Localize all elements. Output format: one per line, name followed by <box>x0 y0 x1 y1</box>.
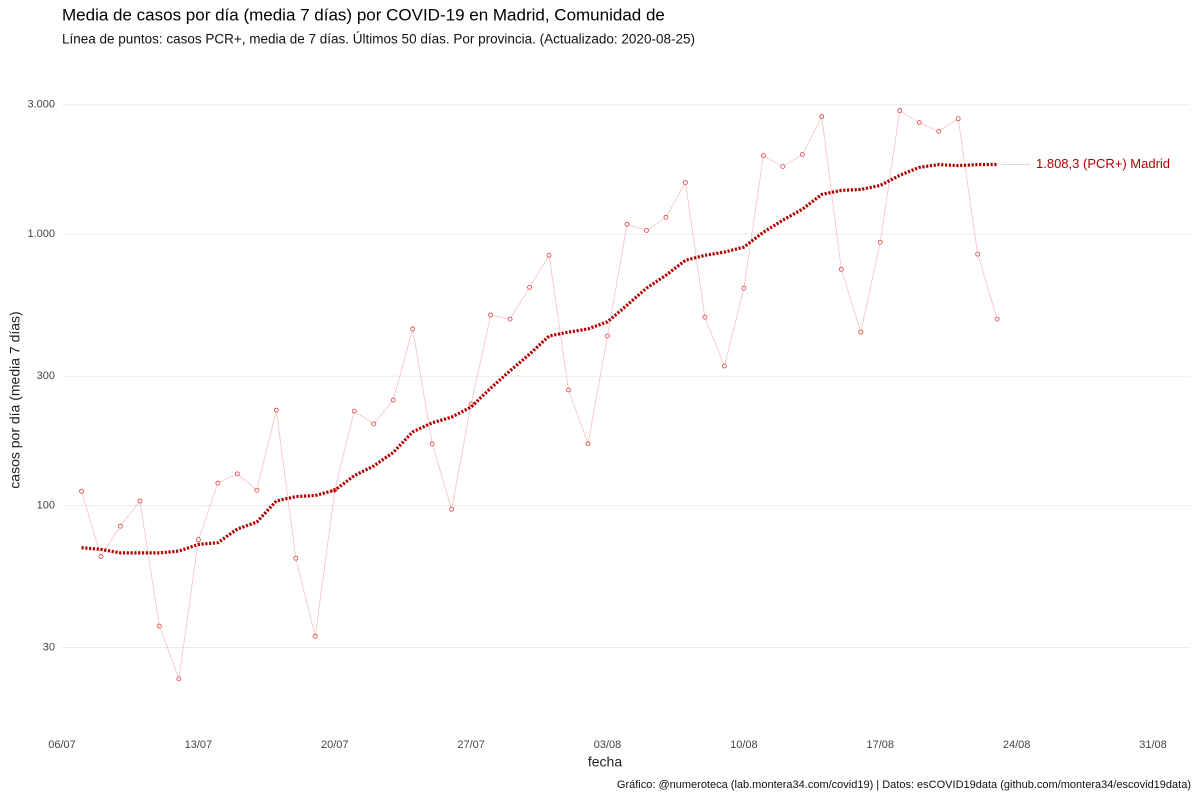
daily-point <box>195 537 201 542</box>
daily-point <box>780 164 786 169</box>
daily-point <box>877 239 883 245</box>
daily-point <box>838 266 844 272</box>
daily-point <box>351 408 357 414</box>
daily-point <box>118 523 123 529</box>
daily-point <box>663 214 669 220</box>
daily-point <box>702 314 708 320</box>
daily-point <box>254 487 260 493</box>
annotation: 1.808,3 (PCR+) Madrid <box>1036 156 1170 171</box>
daily-point <box>566 387 571 393</box>
daily-point <box>605 333 610 339</box>
chart-subtitle: Línea de puntos: casos PCR+, media de 7 … <box>62 32 695 47</box>
daily-point <box>936 129 942 134</box>
daily-point <box>585 441 591 447</box>
daily-point <box>955 116 961 122</box>
daily-point <box>760 153 766 159</box>
daily-point <box>488 312 494 318</box>
daily-point <box>157 623 162 629</box>
daily-point <box>994 316 1000 322</box>
daily-point <box>527 284 532 290</box>
x-tick-label: 31/08 <box>1139 739 1167 751</box>
y-tick-label: 100 <box>37 500 55 512</box>
daily-point <box>215 480 221 486</box>
daily-point <box>312 633 318 639</box>
y-tick-label: 30 <box>43 641 55 653</box>
daily-point <box>98 554 104 559</box>
avg-line <box>81 162 998 555</box>
x-tick-label: 17/08 <box>866 739 894 751</box>
y-tick-label: 300 <box>37 370 55 382</box>
daily-point <box>79 488 84 494</box>
daily-point <box>916 120 922 125</box>
daily-point <box>429 441 435 447</box>
daily-point <box>721 363 727 369</box>
daily-point <box>507 316 513 322</box>
daily-point <box>293 555 299 561</box>
daily-point <box>176 676 182 682</box>
daily-point <box>819 114 825 119</box>
y-tick-label: 3.000 <box>27 99 55 111</box>
daily-point <box>644 227 649 233</box>
x-tick-label: 10/08 <box>730 739 758 751</box>
daily-point <box>897 108 903 113</box>
daily-point <box>858 329 864 335</box>
daily-point <box>975 251 981 257</box>
daily-point <box>683 180 688 185</box>
daily-point <box>410 326 416 332</box>
daily-point <box>449 506 455 512</box>
daily-point <box>137 498 143 504</box>
y-tick-label: 1.000 <box>27 228 55 240</box>
daily-point <box>741 285 747 291</box>
daily-point <box>371 421 377 427</box>
daily-point <box>546 252 552 258</box>
x-tick-label: 03/08 <box>594 739 622 751</box>
x-tick-label: 27/07 <box>457 739 485 751</box>
daily-point <box>234 471 240 477</box>
daily-point <box>273 407 279 413</box>
caption: Gráfico: @numeroteca (lab.montera34.com/… <box>617 779 1191 791</box>
y-axis-title: casos por día (media 7 días) <box>7 311 23 488</box>
daily-point <box>799 152 805 157</box>
x-tick-label: 20/07 <box>321 739 349 751</box>
daily-line <box>81 110 998 680</box>
x-axis-title: fecha <box>588 754 622 770</box>
daily-point <box>624 221 630 227</box>
chart-title: Media de casos por día (media 7 días) po… <box>62 5 665 24</box>
daily-point <box>390 397 396 403</box>
x-tick-label: 24/08 <box>1003 739 1031 751</box>
x-tick-label: 06/07 <box>48 739 76 751</box>
x-tick-label: 13/07 <box>185 739 213 751</box>
